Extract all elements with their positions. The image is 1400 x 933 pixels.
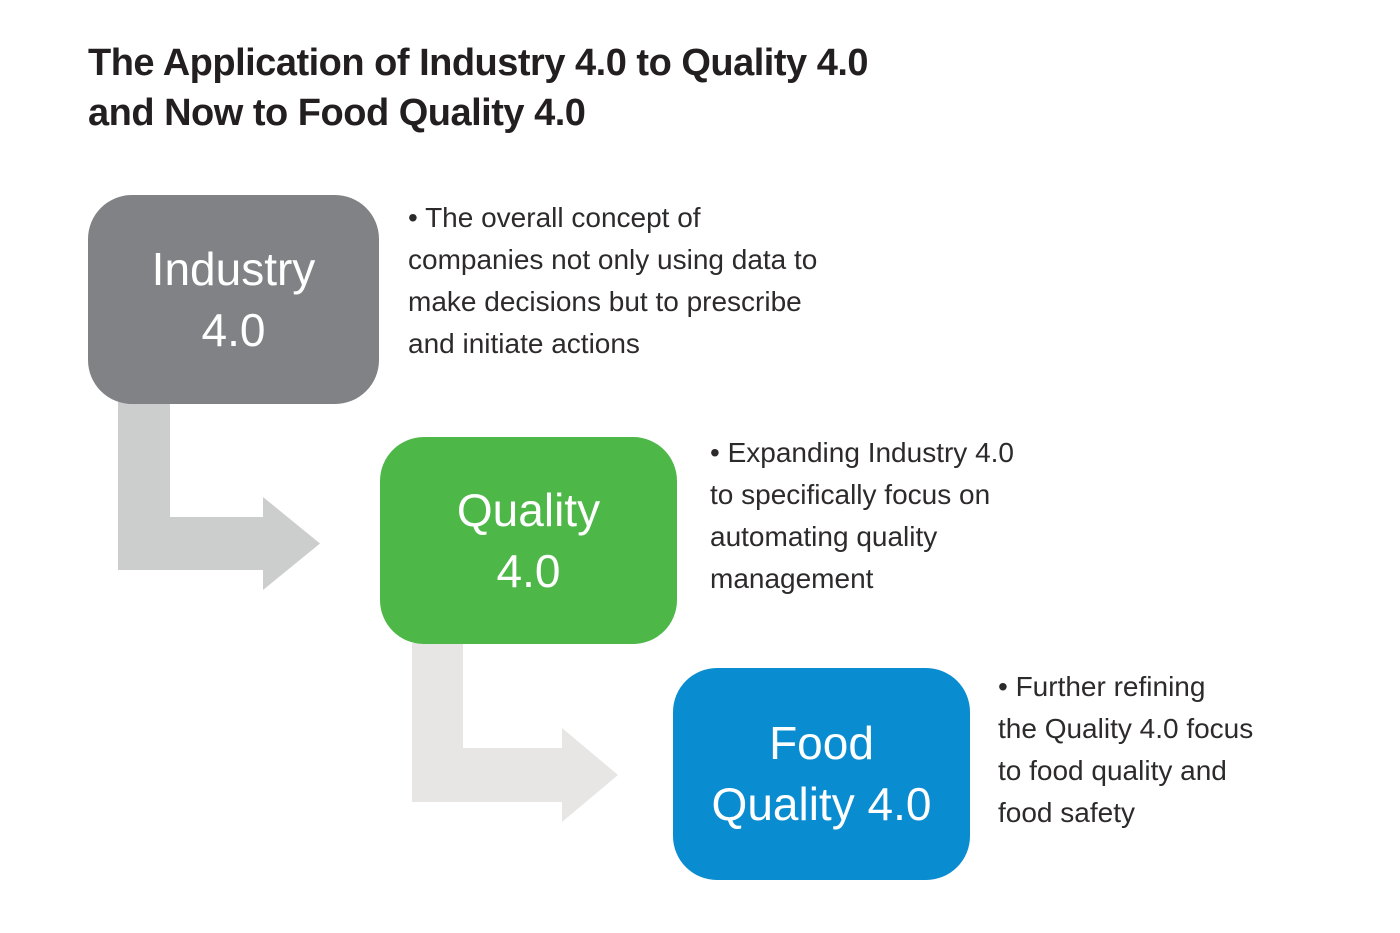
quality-box-label: Quality 4.0 [457, 480, 600, 602]
food-quality-box: Food Quality 4.0 [673, 668, 970, 880]
food-quality-box-label: Food Quality 4.0 [712, 713, 932, 835]
elbow-arrow-shape [118, 400, 320, 590]
description-line: food safety [998, 797, 1135, 828]
description-line: • Further refining [998, 671, 1206, 702]
industry-box: Industry 4.0 [88, 195, 379, 404]
food-quality-description: • Further refining the Quality 4.0 focus… [998, 666, 1348, 834]
food-quality-box-label-line-1: Food [769, 717, 874, 769]
industry-box-label-line-2: 4.0 [201, 303, 266, 356]
description-line: to food quality and [998, 755, 1227, 786]
arrow-industry-to-quality-icon [118, 400, 320, 590]
description-line: and initiate actions [408, 328, 640, 359]
quality-box-label-line-2: 4.0 [496, 544, 561, 597]
diagram-title-line-2: and Now to Food Quality 4.0 [88, 92, 586, 134]
description-line: companies not only using data to [408, 244, 818, 275]
description-line: make decisions but to prescribe [408, 286, 802, 317]
diagram-title: The Application of Industry 4.0 to Quali… [88, 38, 869, 138]
quality-description: • Expanding Industry 4.0 to specifically… [710, 432, 1130, 600]
quality-box-label-line-1: Quality [456, 483, 601, 536]
description-line: automating quality [710, 521, 938, 552]
quality-box: Quality 4.0 [380, 437, 677, 644]
diagram-title-line-1: The Application of Industry 4.0 to Quali… [88, 42, 869, 84]
description-line: • The overall concept of [408, 202, 701, 233]
food-quality-box-label-line-2: Quality 4.0 [711, 778, 932, 830]
arrow-quality-to-food-quality-icon [412, 643, 618, 822]
description-line: • Expanding Industry 4.0 [710, 437, 1014, 468]
elbow-arrow-shape [412, 643, 618, 822]
industry-box-label: Industry 4.0 [152, 239, 316, 361]
description-line: management [710, 563, 874, 594]
industry-description: • The overall concept of companies not o… [408, 197, 948, 365]
description-line: the Quality 4.0 focus [998, 713, 1254, 744]
industry-box-label-line-1: Industry [151, 242, 316, 295]
description-line: to specifically focus on [710, 479, 991, 510]
